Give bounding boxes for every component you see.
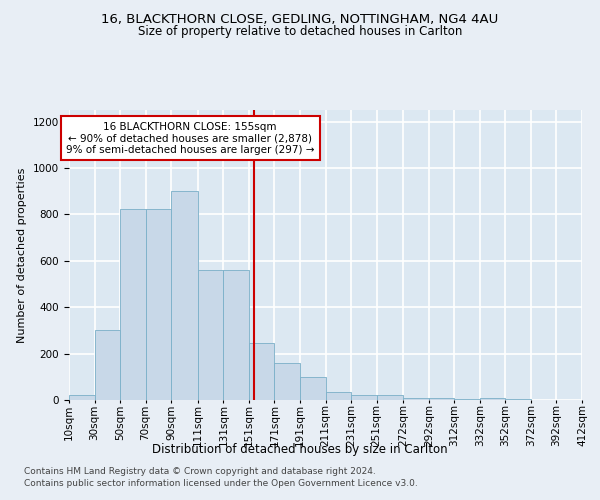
Bar [403,398,429,400]
Bar [274,363,300,400]
Text: Size of property relative to detached houses in Carlton: Size of property relative to detached ho… [138,25,462,38]
Bar [249,343,274,400]
Bar [120,208,146,400]
Text: 16 BLACKTHORN CLOSE: 155sqm
← 90% of detached houses are smaller (2,878)
9% of s: 16 BLACKTHORN CLOSE: 155sqm ← 90% of det… [66,122,314,155]
Bar [480,398,505,400]
Bar [69,396,95,400]
Bar [223,270,249,400]
Bar [429,398,454,400]
Bar [146,208,171,400]
Bar [351,396,377,400]
Y-axis label: Number of detached properties: Number of detached properties [17,168,28,342]
Bar [505,399,531,400]
Bar [454,399,480,400]
Text: Contains public sector information licensed under the Open Government Licence v3: Contains public sector information licen… [24,479,418,488]
Text: 16, BLACKTHORN CLOSE, GEDLING, NOTTINGHAM, NG4 4AU: 16, BLACKTHORN CLOSE, GEDLING, NOTTINGHA… [101,12,499,26]
Text: Distribution of detached houses by size in Carlton: Distribution of detached houses by size … [152,442,448,456]
Bar [325,392,351,400]
Bar [300,377,325,400]
Bar [377,396,403,400]
Bar [198,270,223,400]
Bar [95,330,120,400]
Text: Contains HM Land Registry data © Crown copyright and database right 2024.: Contains HM Land Registry data © Crown c… [24,468,376,476]
Bar [171,191,198,400]
